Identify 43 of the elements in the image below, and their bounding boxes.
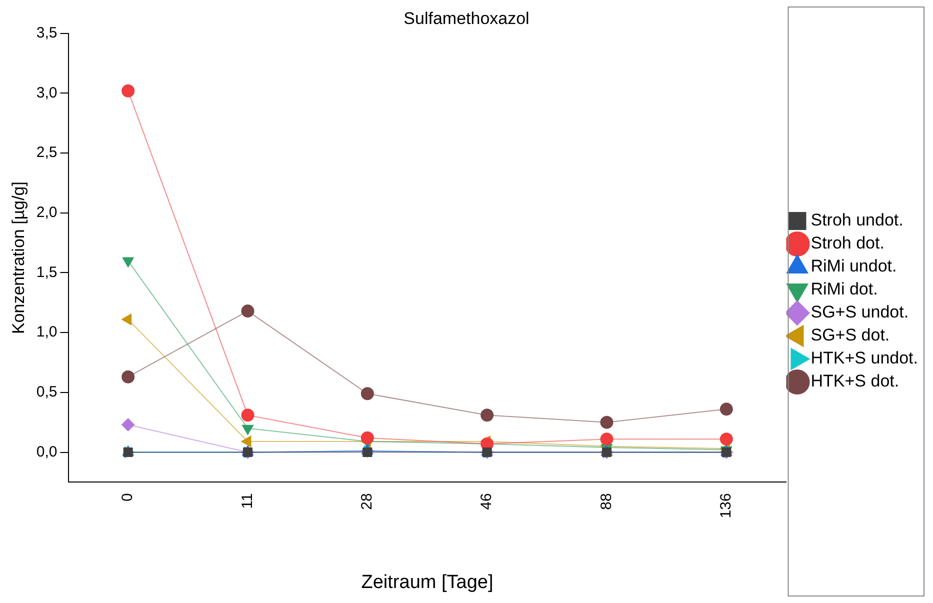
- chart-title: Sulfamethoxazol: [404, 8, 530, 28]
- legend-label: RiMi undot.: [810, 256, 897, 276]
- x-tick-label: 136: [718, 493, 735, 518]
- point: [720, 432, 733, 446]
- x-tick-label: 11: [238, 493, 256, 509]
- y-tick-label: 2,0: [36, 204, 58, 222]
- point: [122, 257, 134, 268]
- x-tick-label: 88: [598, 493, 615, 510]
- point: [360, 431, 374, 444]
- point: [600, 416, 614, 429]
- legend-label: SG+S undot.: [810, 302, 909, 322]
- point: [122, 314, 132, 326]
- legend-label: HTK+S dot.: [810, 372, 900, 391]
- point: [122, 370, 135, 384]
- point: [122, 418, 135, 432]
- y-tick-label: 3,0: [36, 84, 58, 102]
- y-tick-label: 0,0: [36, 443, 58, 460]
- point: [480, 408, 494, 422]
- x-axis-title: Zeitraum [Tage]: [361, 572, 494, 593]
- y-tick-label: 0,5: [36, 384, 58, 401]
- point: [600, 432, 614, 446]
- x-tick-label: 28: [358, 493, 376, 510]
- y-axis-title: Konzentration [µg/g]: [8, 182, 28, 334]
- point: [241, 304, 254, 318]
- legend-label: RiMi dot.: [810, 280, 878, 299]
- x-tick-label: 0: [119, 493, 136, 502]
- point: [123, 448, 133, 457]
- legend-label: HTK+S undot.: [810, 348, 918, 368]
- y-tick-label: 1,0: [36, 324, 58, 341]
- point: [241, 436, 252, 448]
- point: [360, 387, 374, 400]
- legend-label: Stroh dot.: [810, 234, 884, 253]
- x-tick-label: 46: [478, 493, 496, 510]
- point: [242, 424, 254, 435]
- point: [720, 402, 733, 416]
- point: [241, 408, 254, 422]
- legend-label: SG+S dot.: [810, 326, 890, 345]
- point: [362, 448, 372, 457]
- legend-label: Stroh undot.: [810, 210, 904, 230]
- y-tick-label: 2,5: [36, 144, 58, 162]
- y-tick-label: 3,5: [36, 24, 58, 42]
- y-tick-label: 1,5: [36, 264, 58, 281]
- point: [122, 84, 135, 98]
